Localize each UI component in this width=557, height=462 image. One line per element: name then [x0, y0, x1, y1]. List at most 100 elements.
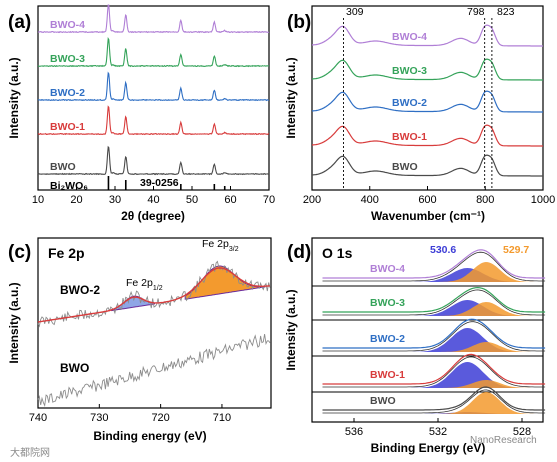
c-xtick-label: 710 — [213, 412, 231, 424]
a-label-bwo-1: BWO-1 — [50, 121, 85, 133]
a-label-bwo-4: BWO-4 — [50, 19, 85, 31]
panel-a-xrd: (a) BWO-4 BWO-3 BWO-2 BWO-1 BWO 10 20 30 40 50 60… — [7, 4, 275, 223]
d-peak-529-7-fill — [375, 342, 554, 352]
panel-a-curves: BWO-4 BWO-3 BWO-2 BWO-1 BWO — [37, 4, 270, 176]
d-curve-bwo-4 — [322, 249, 546, 279]
a-xtick-label: 20 — [70, 194, 82, 206]
d-peak-529-7-fill — [375, 262, 554, 282]
d-label-bwo-2: BWO-2 — [370, 333, 405, 345]
c-peak-fe2p32: Fe 2p3/2 — [202, 238, 239, 253]
b-xtick-label: 400 — [361, 194, 379, 206]
d-peak-530-6-fill — [375, 268, 554, 282]
panel-c-fe2p: (c) Fe 2p 740 730 720 710 BWO-2 BWO Fe 2p1/… — [7, 237, 272, 443]
panel-c-xlabel: Binding energy (eV) — [93, 429, 206, 443]
panel-b-raman: (b) BWO-4 BWO-3 BWO-2 BWO-1 BWO 200 400 600 800… — [284, 5, 555, 223]
a-ref-card: 39-0256 — [140, 177, 179, 189]
c-curve-bwo — [37, 334, 271, 407]
a-curve-bwo-2 — [37, 71, 270, 102]
panel-d-frame — [311, 237, 544, 423]
b-peak-309: 309 — [346, 6, 364, 18]
d-label-bwo-3: BWO-3 — [370, 297, 405, 309]
d-curve-bwo-3 — [322, 286, 546, 313]
c-xtick-label: 720 — [151, 412, 169, 424]
d-peak-530-6-fill — [375, 300, 554, 316]
b-curve-bwo — [312, 154, 543, 177]
d-curve-bwo-2 — [322, 318, 546, 349]
d-curve-bwo — [322, 386, 546, 411]
a-curve-bwo-3 — [37, 36, 269, 68]
d-fit-envelope — [322, 289, 546, 316]
d-peak-530-6: 530.6 — [430, 244, 456, 256]
panel-d-label: (d) — [287, 242, 311, 263]
c-label-bwo2: BWO-2 — [60, 283, 100, 297]
c-peak-fe2p12: Fe 2p1/2 — [126, 277, 163, 292]
d-peak-530-6-fill — [375, 328, 554, 352]
d-fit-envelope — [322, 356, 546, 388]
d-xtick-label: 528 — [513, 426, 531, 438]
panel-b-ticks: 200 400 600 800 1000 — [303, 186, 555, 206]
c-xtick-label: 740 — [29, 412, 47, 424]
watermark-right: NanoResearch — [470, 435, 537, 446]
d-fit-envelope — [322, 321, 546, 352]
b-peak-798: 798 — [467, 6, 485, 18]
panel-d-ylabel: Intensity (a.u.) — [284, 289, 298, 370]
panel-b-frame — [311, 5, 544, 191]
d-curve-bwo-1 — [322, 353, 546, 385]
d-peak-529-7-fill — [375, 392, 554, 414]
panel-b-xlabel: Wavenumber (cm⁻¹) — [371, 209, 485, 223]
b-curve-bwo-4 — [312, 24, 543, 47]
a-ref-name: Bi₂WO₆ — [50, 180, 88, 192]
d-xtick-label: 532 — [429, 426, 447, 438]
d-fit-envelope — [322, 389, 546, 414]
panel-c-label: (c) — [8, 242, 31, 263]
b-label-bwo-3: BWO-3 — [392, 65, 427, 77]
panel-a-ticks: 10 20 30 40 50 60 70 — [32, 186, 275, 206]
d-fit-envelope — [322, 251, 546, 282]
b-xtick-label: 1000 — [531, 194, 555, 206]
d-label-bwo-4: BWO-4 — [370, 263, 405, 275]
b-xtick-label: 600 — [418, 194, 436, 206]
watermark-left: 大都院网 — [10, 446, 50, 459]
panel-a-reference-lines — [107, 176, 226, 190]
b-xtick-label: 200 — [303, 194, 321, 206]
b-label-bwo-4: BWO-4 — [392, 31, 427, 43]
d-peak-530-6-fill — [375, 362, 554, 388]
d-peak-529-7-fill — [375, 302, 554, 316]
panel-b-label: (b) — [287, 12, 311, 33]
panel-c-curves — [37, 260, 271, 407]
c-fit-envelope — [37, 267, 270, 323]
a-xtick-label: 60 — [224, 194, 236, 206]
panel-d-curves: BWO-4 BWO-3 BWO-2 BWO-1 BWO — [312, 249, 554, 414]
a-curve-bwo-1 — [37, 105, 270, 136]
d-peak-529-7: 529.7 — [503, 244, 529, 256]
a-xtick-label: 10 — [32, 194, 44, 206]
panel-c-frame — [37, 237, 272, 409]
panel-b-peak-lines — [343, 18, 493, 190]
b-peak-823: 823 — [497, 6, 515, 18]
panel-d-title: O 1s — [322, 245, 353, 261]
panel-c-ylabel: Intensity (a.u.) — [7, 282, 21, 363]
a-curve-bwo-4 — [37, 4, 270, 34]
a-xtick-label: 30 — [109, 194, 121, 206]
a-xtick-label: 40 — [147, 194, 159, 206]
panel-b-ylabel: Intensity (a.u.) — [284, 57, 298, 138]
a-curve-bwo — [37, 145, 270, 176]
c-xtick-label: 730 — [90, 412, 108, 424]
a-label-bwo: BWO — [50, 161, 76, 173]
panel-a-ylabel: Intensity (a.u.) — [7, 57, 21, 138]
a-label-bwo-3: BWO-3 — [50, 53, 85, 65]
b-curve-bwo-3 — [312, 58, 543, 81]
b-label-bwo: BWO — [392, 161, 418, 173]
b-curve-bwo-1 — [312, 124, 543, 147]
panel-a-xlabel: 2θ (degree) — [121, 209, 185, 223]
panel-d-xlabel: Binding Energy (eV) — [371, 441, 486, 455]
panel-c-ticks: 740 730 720 710 — [29, 404, 231, 424]
b-curve-bwo-2 — [312, 90, 543, 113]
d-label-bwo: BWO — [370, 395, 396, 407]
panel-b-curves: BWO-4 BWO-3 BWO-2 BWO-1 BWO — [312, 24, 543, 177]
a-xtick-label: 70 — [263, 194, 275, 206]
d-label-bwo-1: BWO-1 — [370, 369, 405, 381]
panel-a-label: (a) — [8, 12, 31, 33]
